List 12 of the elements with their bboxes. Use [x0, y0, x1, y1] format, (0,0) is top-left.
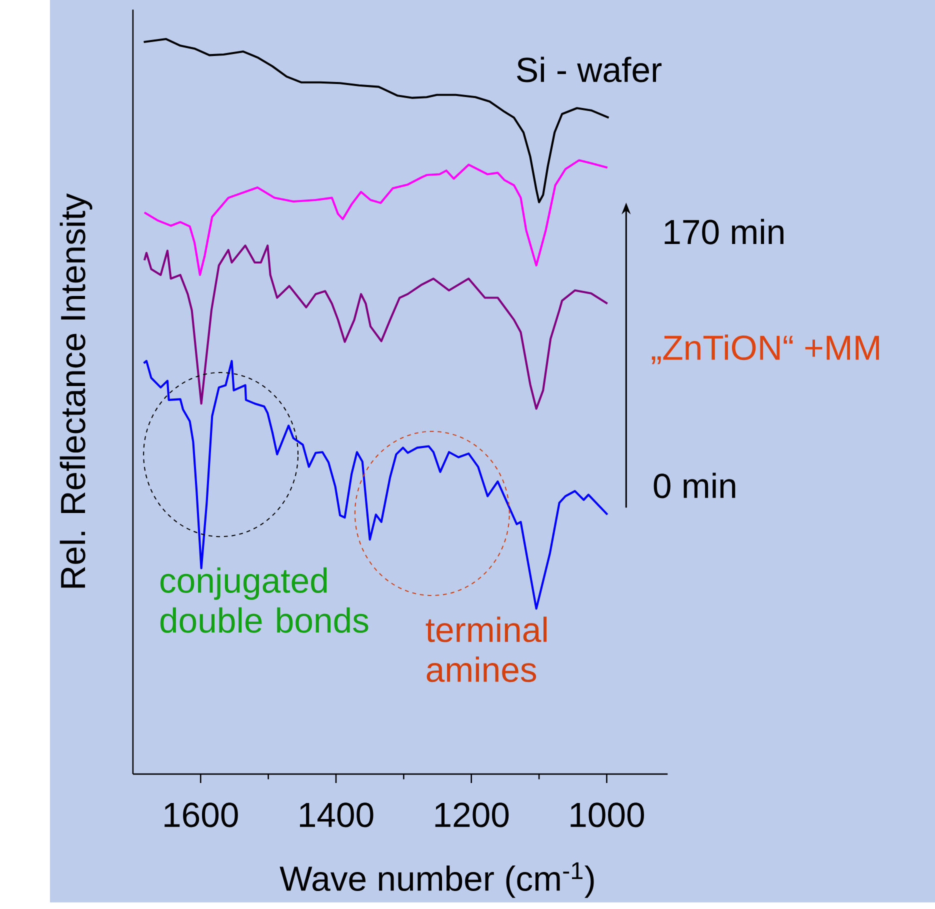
- x-tick-label: 1400: [300, 802, 374, 827]
- annotation: „ZnTiON“ +MM: [652, 334, 879, 364]
- x-axis-title: Wave number (cm$^{-1}$): [280, 862, 594, 898]
- annotation: conjugated double bonds: [160, 567, 368, 633]
- series-label: Si - wafer: [516, 56, 662, 82]
- x-tick-label: 1200: [435, 802, 509, 827]
- annotation: 0 min: [654, 472, 736, 498]
- x-tick-label: 1000: [570, 802, 644, 827]
- annotation: 170 min: [664, 218, 784, 244]
- y-axis-title: Rel. Reflectance Intensity: [60, 193, 92, 588]
- x-tick-label: 1600: [164, 802, 238, 827]
- annotation: terminal amines: [426, 616, 547, 682]
